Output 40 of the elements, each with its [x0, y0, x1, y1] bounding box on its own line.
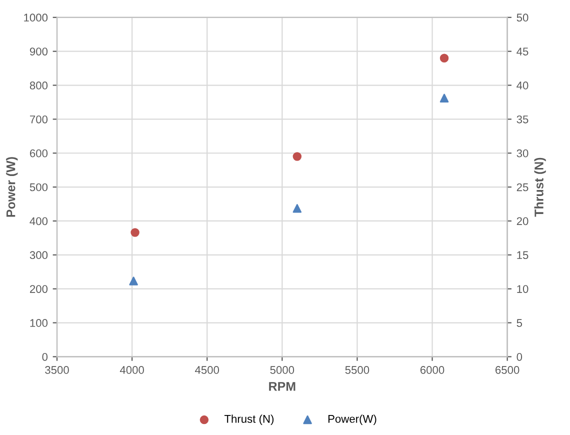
x-tick-label: 6000 — [420, 366, 444, 374]
y-tick-label: 900 — [30, 48, 48, 56]
y2-tick-label: 20 — [516, 217, 528, 226]
x-tick-label: 4000 — [120, 366, 144, 374]
y2-tick-label: 25 — [516, 183, 528, 192]
y-tick-label: 500 — [30, 183, 48, 192]
y2-tick-label: 5 — [516, 319, 522, 327]
y-tick-label: 700 — [30, 115, 48, 124]
x-tick-label: 6500 — [496, 366, 520, 374]
x-tick-label: 4500 — [195, 366, 220, 374]
x-axis-title: RPM — [269, 382, 296, 391]
y-axis-title: Power (W) — [6, 157, 18, 217]
x-tick-label: 5000 — [270, 366, 294, 374]
y-tick-label: 0 — [42, 352, 48, 361]
y2-tick-label: 50 — [516, 14, 528, 22]
y-tick-label: 600 — [30, 149, 48, 158]
y-tick-label: 800 — [30, 82, 48, 90]
y-tick-label: 400 — [30, 217, 48, 226]
x-tick-label: 3500 — [45, 366, 69, 374]
point — [129, 276, 138, 286]
point — [292, 204, 302, 213]
point — [292, 152, 302, 161]
y2-axis-title: Thrust (N) — [534, 158, 546, 217]
point — [440, 54, 449, 62]
y-tick-label: 1000 — [24, 14, 48, 22]
y2-tick-label: 10 — [517, 285, 528, 293]
point — [440, 94, 449, 103]
legend-label: Thrust (N) — [224, 414, 274, 425]
y2-tick-label: 45 — [516, 48, 528, 56]
y2-tick-label: 30 — [516, 149, 528, 158]
legend-label: Power(W) — [328, 414, 376, 425]
y2-tick-label: 40 — [516, 82, 528, 90]
y-tick-label: 200 — [30, 285, 48, 293]
y2-tick-label: 15 — [517, 251, 528, 260]
y2-tick-label: 35 — [516, 115, 528, 124]
y-tick-label: 100 — [30, 319, 48, 327]
y2-tick-label: 0 — [516, 352, 522, 361]
point — [130, 228, 140, 237]
x-tick-label: 5500 — [345, 366, 370, 374]
y-tick-label: 300 — [30, 251, 48, 260]
